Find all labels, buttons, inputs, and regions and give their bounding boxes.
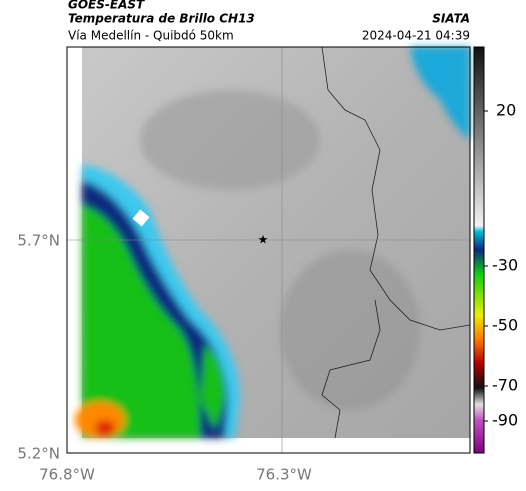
source: GOES-EAST bbox=[68, 0, 145, 12]
colorbar-ticks: 20 -30 -50 -70 -90 bbox=[484, 101, 518, 430]
region: Vía Medellín - Quibdó 50km bbox=[68, 29, 234, 43]
colorbar-tick-label: -90 bbox=[492, 411, 518, 430]
location-star: ★ bbox=[258, 233, 269, 247]
colorbar-tick-label: -50 bbox=[492, 316, 518, 335]
colorbar-tick-label: -30 bbox=[492, 256, 518, 275]
lat-label: 5.7°N bbox=[17, 232, 60, 250]
colorbar-tick-label: 20 bbox=[496, 101, 516, 120]
colorbar-tick-label: -70 bbox=[492, 376, 518, 395]
colorbar bbox=[473, 46, 485, 454]
lat-label: 5.2°N bbox=[17, 445, 60, 463]
satellite-image bbox=[75, 47, 470, 438]
brand: SIATA bbox=[432, 12, 470, 26]
lon-label: 76.3°W bbox=[256, 466, 312, 484]
title: Temperatura de Brillo CH13 bbox=[68, 12, 255, 26]
lon-label: 76.8°W bbox=[39, 466, 95, 484]
timestamp: 2024-04-21 04:39 bbox=[362, 29, 470, 43]
map-border bbox=[66, 46, 471, 454]
boundary bbox=[321, 46, 471, 439]
